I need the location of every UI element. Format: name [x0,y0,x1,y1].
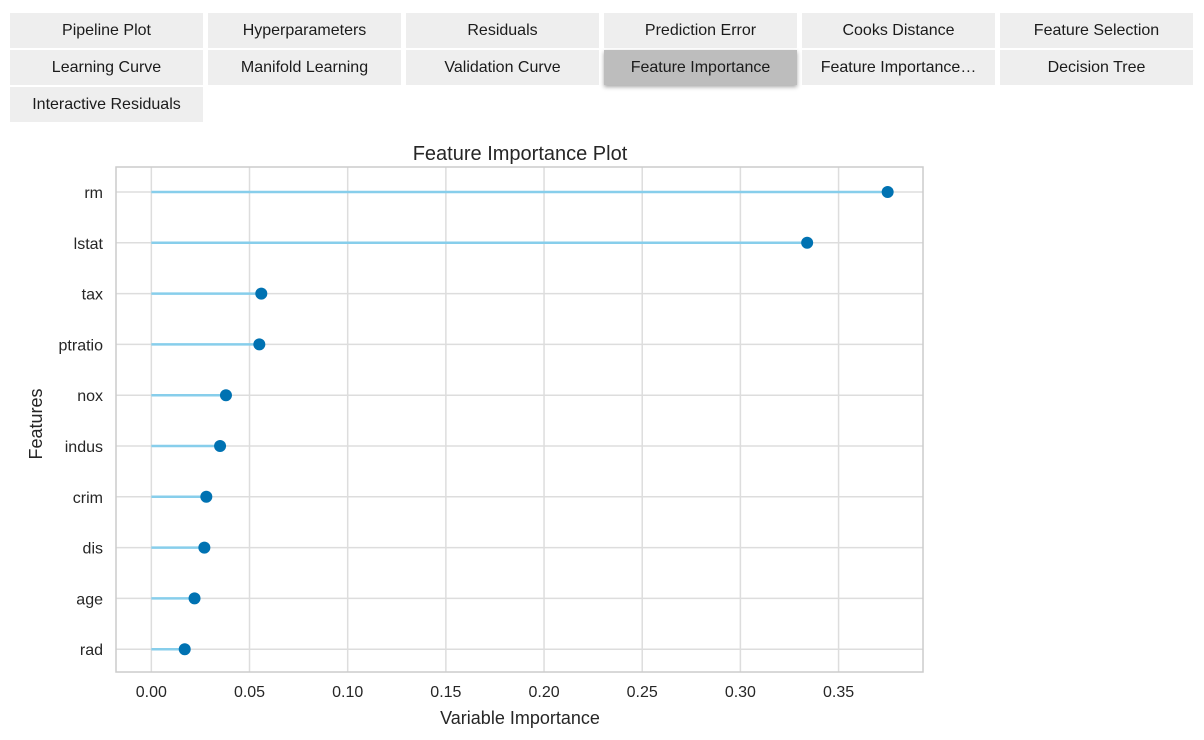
point-rad [178,643,191,656]
point-nox [219,389,232,402]
y-tick-label-age: age [76,591,103,608]
point-rm [881,186,894,198]
tab-pipeline-plot[interactable]: Pipeline Plot [10,13,203,48]
x-tick-label: 0.05 [234,684,265,701]
tab-validation-curve[interactable]: Validation Curve [406,50,599,85]
y-tick-label-rm: rm [84,185,103,202]
y-tick-label-indus: indus [65,439,103,456]
plot-frame [115,166,924,673]
tab-feature-selection[interactable]: Feature Selection [1000,13,1193,48]
feature-importance-chart: 0.00 0.05 0.10 0.15 0.20 0.25 0.30 0.35 rm lstat… [26,143,924,728]
tab-learning-curve[interactable]: Learning Curve [10,50,203,85]
y-tick-label-tax: tax [82,287,103,304]
y-tick-label-rad: rad [80,642,103,659]
tab-interactive-residuals[interactable]: Interactive Residuals [10,87,203,122]
point-crim [200,490,213,503]
point-tax [255,287,268,300]
y-tick-label-lstat: lstat [74,236,104,253]
chart-marks [151,186,894,656]
x-axis-label: Variable Importance [440,708,600,728]
tab-prediction-error[interactable]: Prediction Error [604,13,797,48]
point-lstat [801,236,814,249]
y-axis-label: Features [26,388,46,459]
tab-decision-tree[interactable]: Decision Tree [1000,50,1193,85]
y-tick-label-dis: dis [83,541,103,558]
tab-cooks-distance[interactable]: Cooks Distance [802,13,995,48]
x-tick-label: 0.35 [823,684,854,701]
x-tick-labels: 0.00 0.05 0.10 0.15 0.20 0.25 0.30 0.35 [136,684,854,701]
tab-manifold-learning[interactable]: Manifold Learning [208,50,401,85]
x-tick-label: 0.20 [528,684,559,701]
x-tick-label: 0.00 [136,684,167,701]
tab-feature-importance[interactable]: Feature Importance [604,50,797,85]
tab-hyperparameters[interactable]: Hyperparameters [208,13,401,48]
x-tick-label: 0.30 [725,684,756,701]
point-indus [214,440,227,452]
chart-title: Feature Importance Plot [413,143,628,165]
x-tick-label: 0.15 [430,684,461,701]
point-dis [198,541,211,554]
y-tick-labels: rm lstat tax ptratio nox indus crim dis age rad [59,185,104,659]
x-tick-label: 0.25 [627,684,658,701]
y-tick-label-nox: nox [77,388,103,405]
tab-feature-importance-truncated[interactable]: Feature Importance… [802,50,995,85]
tab-residuals[interactable]: Residuals [406,13,599,48]
y-tick-label-ptratio: ptratio [59,337,104,354]
point-age [188,592,201,605]
point-ptratio [253,338,266,351]
tab-bar: Pipeline Plot Hyperparameters Residuals Pre… [0,0,1204,130]
plot-area [116,167,923,672]
x-tick-label: 0.10 [332,684,363,701]
y-tick-label-crim: crim [73,490,103,507]
